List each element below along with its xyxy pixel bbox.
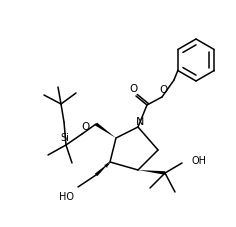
Polygon shape [95, 162, 110, 176]
Polygon shape [95, 123, 116, 138]
Text: Si: Si [61, 133, 69, 143]
Text: O: O [159, 85, 167, 95]
Text: O: O [81, 122, 89, 132]
Polygon shape [138, 170, 165, 175]
Text: HO: HO [59, 192, 73, 202]
Text: OH: OH [191, 156, 206, 166]
Text: N: N [136, 117, 144, 127]
Text: O: O [130, 84, 138, 94]
